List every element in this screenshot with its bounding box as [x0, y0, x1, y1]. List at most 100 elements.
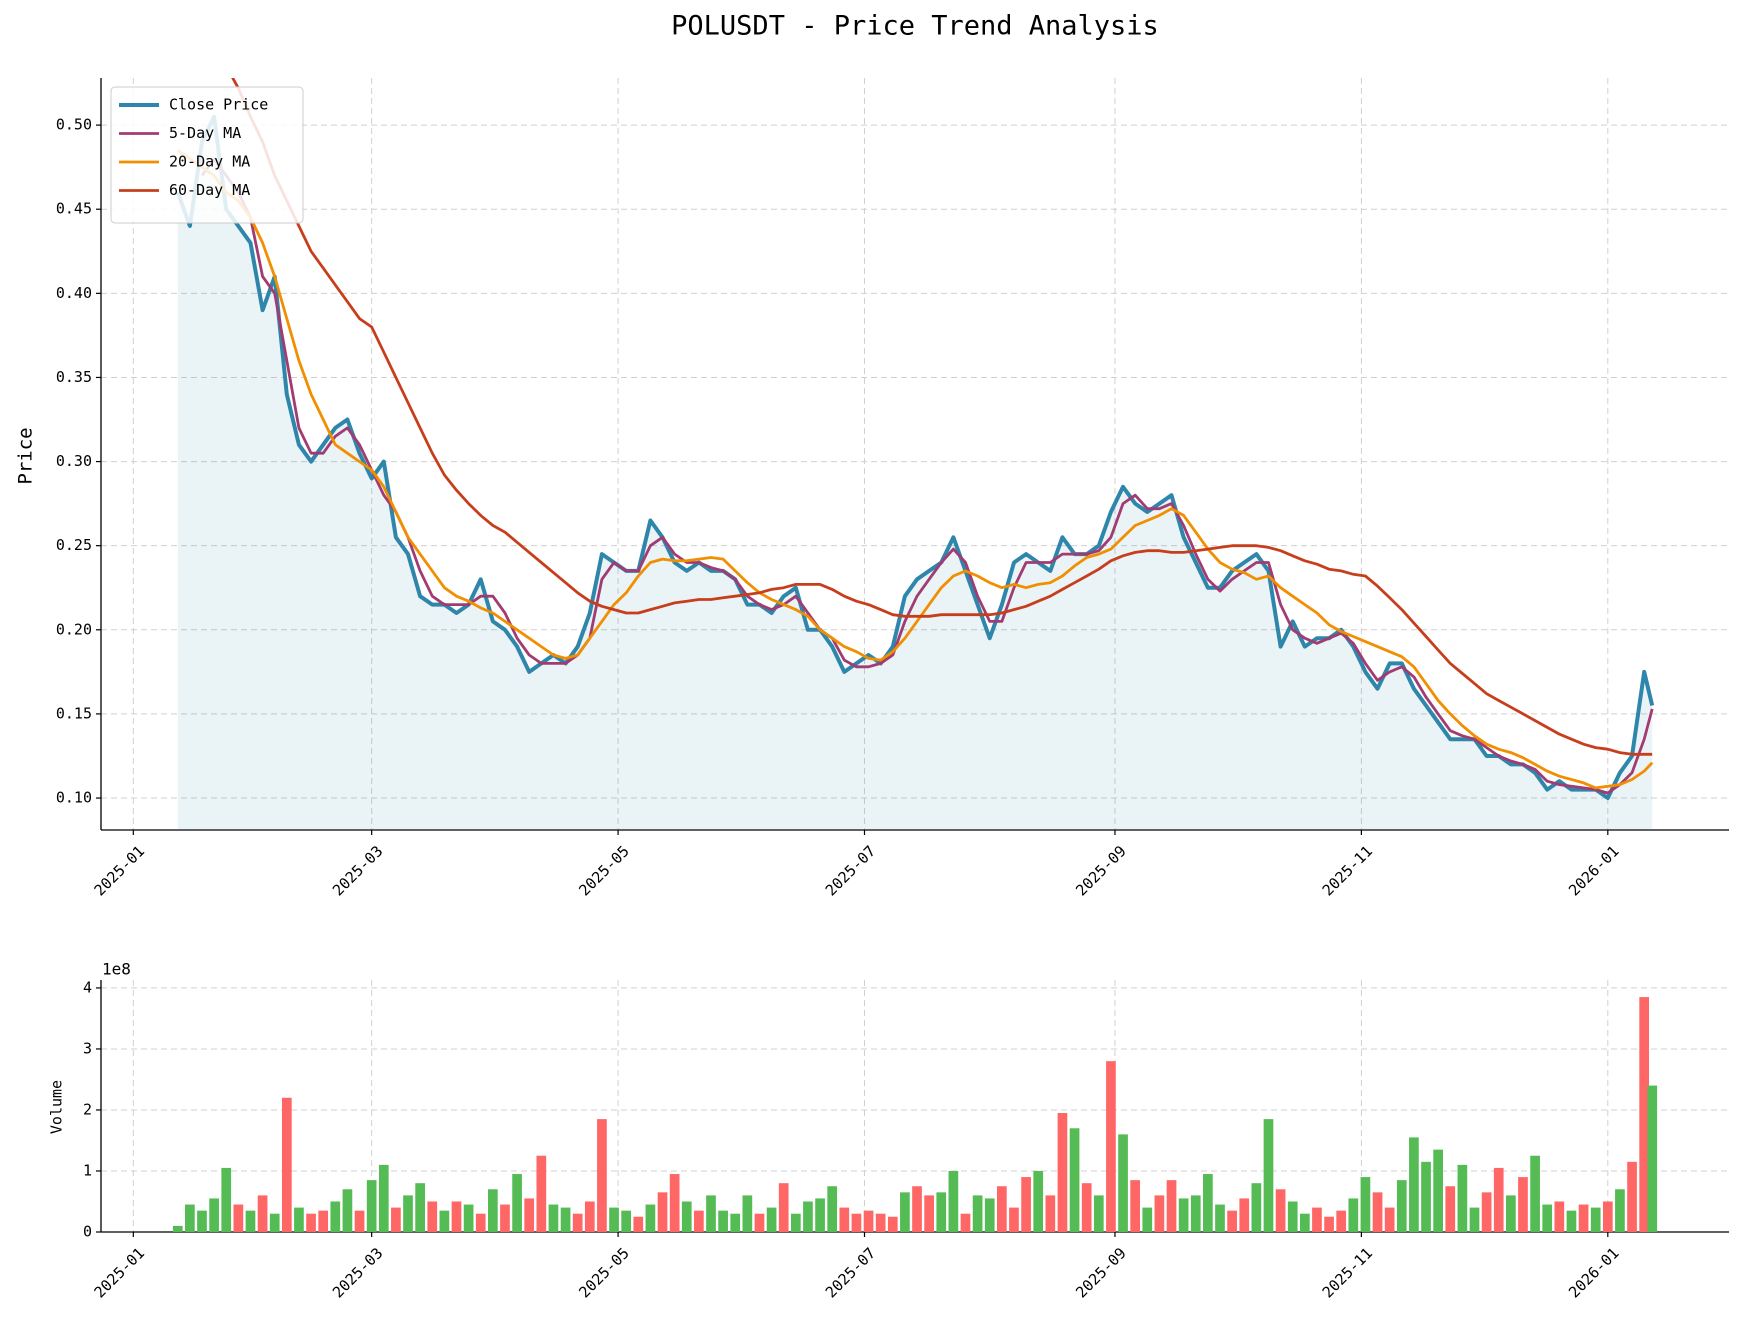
legend-box	[110, 86, 304, 224]
y-tick-label: 0.15	[56, 704, 92, 722]
volume-bar	[839, 1207, 850, 1232]
volume-bar	[172, 1225, 183, 1232]
volume-bar	[875, 1213, 886, 1232]
x-tick-label: 2025-11	[1319, 1244, 1376, 1301]
x-tick-label: 2026-01	[1565, 842, 1622, 899]
volume-bar	[451, 1201, 462, 1232]
volume-bar	[1433, 1149, 1443, 1232]
volume-bar	[1021, 1177, 1031, 1232]
volume-bar	[233, 1204, 244, 1232]
volume-bar	[790, 1213, 801, 1232]
volume-bar	[209, 1198, 219, 1232]
volume-bar	[984, 1198, 995, 1232]
volume-bar	[1299, 1213, 1310, 1232]
volume-bar	[1421, 1161, 1431, 1232]
volume-bar	[1154, 1195, 1165, 1232]
volume-bar	[645, 1204, 656, 1232]
x-tick-label: 2025-07	[822, 842, 879, 899]
volume-bar	[633, 1216, 644, 1232]
volume-bar	[742, 1195, 753, 1232]
x-tick-label: 2025-01	[91, 1244, 148, 1301]
volume-bar	[960, 1213, 971, 1232]
volume-bar	[488, 1189, 498, 1232]
volume-bar	[972, 1195, 983, 1232]
axis-offset-label: 1e8	[102, 960, 131, 979]
volume-bar	[1360, 1177, 1371, 1232]
volume-bar	[900, 1192, 910, 1232]
volume-bar	[1396, 1180, 1407, 1232]
volume-bar	[378, 1164, 389, 1232]
volume-bar	[185, 1204, 195, 1232]
volume-bar	[1045, 1195, 1056, 1232]
volume-bar	[1130, 1180, 1141, 1232]
volume-bar	[427, 1201, 438, 1232]
y-tick-label: 0	[83, 1223, 92, 1241]
volume-bar	[1627, 1161, 1637, 1232]
volume-bar	[1009, 1207, 1019, 1232]
x-tick-label: 2025-01	[91, 842, 148, 899]
volume-bar	[730, 1213, 741, 1232]
volume-bar	[475, 1213, 486, 1232]
y-tick-label: 0.35	[56, 368, 92, 386]
volume-bar	[1081, 1183, 1092, 1232]
volume-bar	[1069, 1128, 1080, 1232]
volume-bar	[803, 1201, 813, 1232]
volume-bar	[1033, 1170, 1044, 1232]
legend-label: Close Price	[169, 96, 268, 114]
volume-bar	[1178, 1198, 1189, 1232]
x-tick-label: 2025-09	[1072, 842, 1129, 899]
volume-bar	[706, 1195, 716, 1232]
volume-bar	[609, 1207, 619, 1232]
volume-bar	[391, 1207, 401, 1232]
x-tick-label: 2025-05	[575, 1244, 632, 1301]
volume-bar	[415, 1183, 425, 1232]
volume-bar	[1530, 1155, 1540, 1232]
volume-bar	[815, 1198, 825, 1232]
volume-bar	[1275, 1189, 1286, 1232]
legend-label: 60-Day MA	[169, 181, 250, 199]
volume-bar	[948, 1170, 959, 1232]
volume-bar	[1469, 1207, 1480, 1232]
volume-bar	[1336, 1210, 1347, 1232]
volume-bar	[366, 1180, 377, 1232]
volume-bar	[1166, 1180, 1177, 1232]
volume-bar	[778, 1183, 789, 1232]
series-line	[176, 149, 1654, 790]
y-tick-label: 0.50	[56, 116, 92, 134]
volume-bar	[766, 1207, 777, 1232]
volume-bar	[1093, 1195, 1104, 1232]
y-tick-label: 0.25	[56, 536, 92, 554]
volume-bar	[342, 1189, 353, 1232]
volume-bar	[1493, 1167, 1504, 1232]
volume-bar	[657, 1192, 668, 1232]
y-axis-label: Price	[15, 427, 37, 484]
volume-bar	[1518, 1177, 1528, 1232]
volume-bar	[1287, 1201, 1298, 1232]
volume-bar	[1057, 1113, 1068, 1232]
series-line	[175, 114, 1655, 800]
volume-bar	[669, 1174, 680, 1232]
y-tick-label: 1	[83, 1161, 92, 1179]
series-line	[231, 78, 1653, 756]
volume-bar	[681, 1201, 692, 1232]
y-tick-label: 0.45	[56, 200, 92, 218]
volume-bar	[1554, 1201, 1565, 1232]
volume-bar	[718, 1210, 728, 1232]
volume-bar	[1118, 1134, 1128, 1232]
x-tick-label: 2025-03	[329, 1244, 386, 1301]
volume-bar	[512, 1174, 522, 1232]
legend: Close Price 5-Day MA 20-Day MA 60-Day MA	[110, 86, 304, 224]
y-tick-label: 0.40	[56, 284, 92, 302]
volume-bar	[306, 1213, 316, 1232]
x-tick-label: 2025-07	[822, 1244, 879, 1301]
y-axis-label: Volume	[48, 1080, 66, 1134]
volume-bar	[1142, 1207, 1153, 1232]
volume-bar	[1647, 1085, 1658, 1232]
plot-area	[175, 78, 1655, 830]
volume-bar	[1481, 1192, 1492, 1232]
y-tick-label: 0.20	[56, 620, 92, 638]
chart-title: POLUSDT - Price Trend Analysis	[671, 11, 1159, 42]
volume-bar	[924, 1195, 934, 1232]
volume-bar	[1239, 1198, 1250, 1232]
